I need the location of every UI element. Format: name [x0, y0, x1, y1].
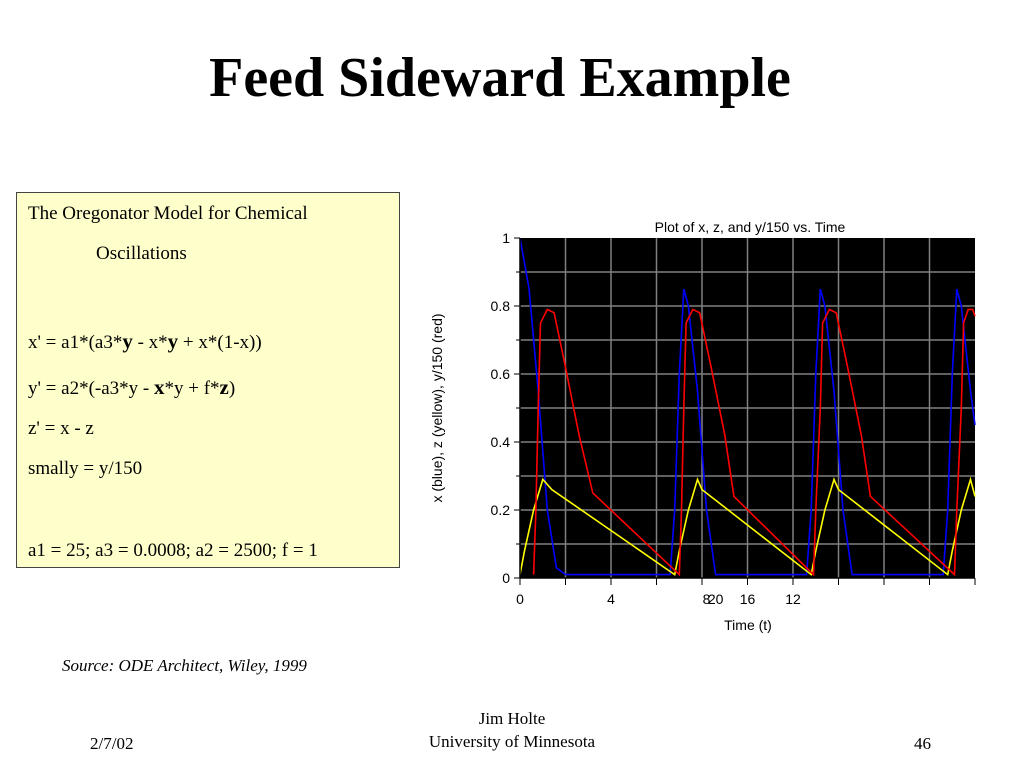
- model-heading-line-2: Oscillations: [96, 243, 187, 264]
- footer-author: Jim Holte: [478, 709, 546, 728]
- x-tick-label: 12: [785, 591, 801, 607]
- equation-y-prime: y' = a2*(-a3*y - x*y + f*z): [28, 375, 235, 400]
- equation-y-part-2: *y + f*: [164, 378, 220, 399]
- x-tick-label: 4: [607, 591, 615, 607]
- series-line: [519, 476, 976, 577]
- equation-x-bold-2: y: [167, 329, 179, 353]
- y-tick-label: 1: [502, 230, 510, 246]
- footer-date: 2/7/02: [90, 734, 134, 753]
- model-text-box: The Oregonator Model for Chemical Oscill…: [16, 192, 400, 568]
- plot-series: [519, 237, 976, 577]
- x-tick-label: 20: [708, 591, 724, 607]
- source-citation: Source: ODE Architect, Wiley, 1999: [62, 656, 307, 675]
- x-tick-label: 0: [516, 591, 524, 607]
- series-line: [532, 308, 976, 577]
- y-tick-label: 0.2: [491, 502, 511, 518]
- y-tick-label: 0.4: [491, 434, 511, 450]
- slide-title: Feed Sideward Example: [209, 47, 791, 109]
- equation-z-prime: z' = x - z: [28, 418, 94, 439]
- chart-title: Plot of x, z, and y/150 vs. Time: [655, 219, 846, 235]
- y-tick-label: 0: [502, 570, 510, 586]
- model-heading-line-1: The Oregonator Model for Chemical: [28, 203, 308, 224]
- plot-grid: [520, 238, 975, 578]
- equation-x-bold-1: y: [122, 329, 133, 353]
- y-tick-label: 0.6: [491, 366, 511, 382]
- x-tick-label: 8: [703, 591, 711, 607]
- equation-y-bold-1: x: [154, 375, 165, 399]
- x-tick-label: 16: [740, 591, 756, 607]
- chart-x-axis-label: Time (t): [724, 617, 772, 633]
- smally-definition: smally = y/150: [28, 458, 143, 479]
- equation-y-bold-2: z: [219, 375, 229, 399]
- model-parameters: a1 = 25; a3 = 0.0008; a2 = 2500; f = 1: [28, 540, 318, 561]
- footer-page-number: 46: [914, 734, 931, 753]
- equation-y-part-3: ): [228, 378, 236, 399]
- equation-x-part-2: - x*: [132, 332, 168, 353]
- chart-y-axis-label: x (blue), z (yellow), y/150 (red): [429, 313, 445, 502]
- footer-institution: University of Minnesota: [428, 732, 596, 751]
- plot-axes: 0 0.2 0.4 0.6 0.8 1 0 4 820 16 12: [491, 230, 976, 607]
- equation-x-prime: x' = a1*(a3*y - x*y + x*(1-x)): [28, 329, 262, 354]
- y-tick-label: 0.8: [491, 298, 511, 314]
- series-line: [519, 237, 976, 576]
- equation-x-part-1: x' = a1*(a3*: [28, 332, 123, 353]
- equation-y-part-1: y' = a2*(-a3*y -: [28, 378, 154, 399]
- equation-x-part-3: + x*(1-x)): [178, 332, 262, 353]
